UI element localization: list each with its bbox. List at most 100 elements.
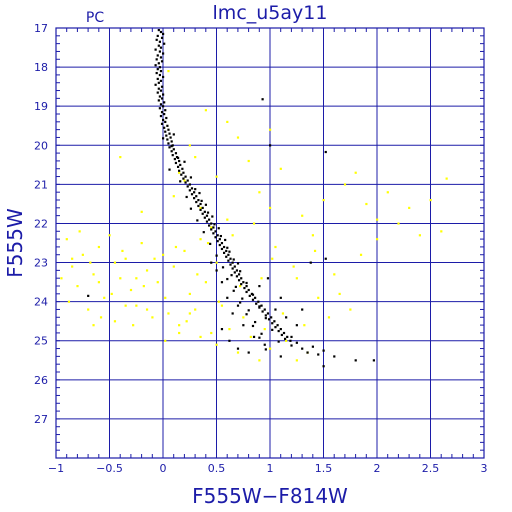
data-point [151, 316, 154, 319]
x-tick-label-0: −1 [48, 462, 64, 475]
data-point [142, 285, 145, 288]
data-point [251, 324, 255, 328]
y-tick-label-7: 24 [34, 296, 48, 309]
data-point [159, 56, 163, 59]
data-point [214, 230, 217, 233]
data-point [286, 335, 289, 339]
data-point [155, 38, 158, 41]
data-point [178, 169, 181, 172]
data-point [158, 50, 161, 53]
data-point [162, 118, 165, 122]
data-point [306, 351, 309, 354]
data-point [172, 265, 175, 268]
data-point [157, 99, 160, 102]
data-point [158, 95, 161, 98]
data-point [228, 328, 231, 331]
data-point [258, 359, 261, 362]
data-point [264, 348, 267, 351]
data-point [245, 285, 248, 288]
data-point [163, 42, 166, 45]
data-point [359, 253, 363, 256]
data-point [174, 245, 178, 249]
y-tick-label-5: 22 [34, 217, 48, 230]
data-point [198, 191, 201, 195]
data-point [254, 320, 257, 324]
data-point [386, 191, 389, 194]
x-axis-label: F555W−F814W [192, 484, 348, 508]
data-point [170, 150, 173, 153]
data-point [233, 265, 236, 268]
data-point [170, 140, 173, 143]
data-point [186, 179, 189, 182]
data-point [234, 285, 237, 288]
data-point [236, 347, 240, 350]
data-point [206, 242, 210, 245]
axis-ticks [55, 27, 485, 459]
data-point [119, 277, 122, 280]
data-point [220, 242, 224, 245]
data-point [245, 290, 248, 294]
data-point [193, 191, 196, 194]
data-point [239, 285, 242, 288]
data-point [418, 234, 421, 237]
data-point [279, 355, 282, 358]
data-point [183, 179, 186, 182]
data-point [188, 312, 191, 315]
data-point [258, 306, 261, 309]
data-point [248, 294, 251, 297]
data-point [153, 257, 156, 260]
data-point [167, 142, 170, 145]
data-point [157, 62, 160, 65]
data-point [208, 218, 211, 221]
data-point [317, 296, 320, 299]
data-point [309, 261, 312, 264]
data-point [241, 297, 244, 300]
data-point [174, 152, 178, 155]
data-point [313, 249, 317, 253]
data-point [285, 339, 288, 342]
data-point [97, 245, 100, 249]
data-point [159, 103, 163, 106]
data-point [164, 109, 167, 112]
data-point [229, 257, 232, 260]
data-point [196, 219, 199, 222]
data-point [322, 199, 325, 202]
data-point [184, 181, 187, 184]
data-point [156, 34, 159, 38]
data-point [204, 109, 207, 112]
data-point [239, 270, 242, 273]
data-point [155, 71, 158, 75]
data-point [292, 265, 295, 268]
data-point [159, 89, 163, 92]
data-point [397, 222, 400, 225]
corner-label: PC [86, 10, 104, 26]
data-point [154, 64, 157, 67]
data-point [167, 70, 170, 73]
data-point [322, 349, 325, 352]
data-point [199, 208, 202, 211]
data-point [87, 294, 90, 297]
data-point [160, 97, 164, 100]
data-point [160, 111, 164, 114]
x-tick-label-1: −0.5 [96, 462, 123, 475]
data-point [208, 224, 211, 227]
data-point [260, 304, 263, 307]
data-point [184, 175, 187, 178]
data-point [113, 261, 117, 264]
data-point [365, 202, 368, 206]
data-point [181, 167, 184, 170]
data-point [349, 308, 352, 311]
data-point [99, 316, 103, 319]
data-point [158, 66, 161, 69]
data-point [220, 281, 224, 284]
data-point [168, 146, 171, 149]
data-point [226, 277, 229, 281]
data-point [263, 343, 266, 346]
data-point [255, 302, 258, 305]
data-point [159, 114, 163, 118]
data-point [408, 206, 411, 210]
data-point [71, 265, 74, 268]
data-point [210, 228, 213, 231]
data-point [218, 238, 221, 241]
data-point [162, 32, 165, 36]
